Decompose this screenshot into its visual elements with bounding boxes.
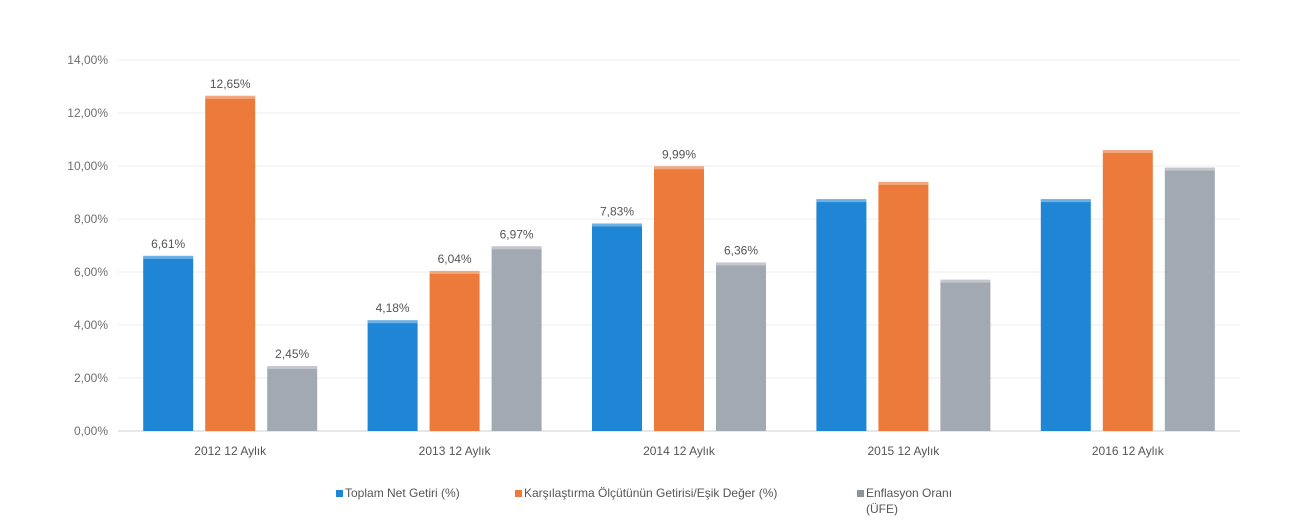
y-tick-label: 14,00% [67, 53, 108, 67]
bar-highlight [429, 270, 480, 274]
x-tick-label: 2015 12 Aylık [867, 444, 940, 458]
bar [1164, 167, 1215, 431]
data-label: 9,99% [662, 147, 696, 161]
bar-highlight [491, 246, 542, 250]
bar-highlight [1164, 167, 1215, 171]
bar-highlight [716, 262, 766, 266]
legend-swatch-series-3 [857, 490, 864, 497]
bar [816, 199, 867, 431]
data-label: 2,45% [275, 347, 309, 361]
bar [429, 270, 480, 431]
x-tick-label: 2012 12 Aylık [194, 444, 267, 458]
y-tick-label: 10,00% [67, 159, 108, 173]
bar-highlight [367, 320, 418, 324]
legend: Toplam Net Getiri (%) Karşılaştırma Ölçü… [336, 486, 952, 516]
y-tick-label: 0,00% [74, 424, 108, 438]
bar [716, 262, 766, 431]
bar-highlight [816, 199, 867, 203]
data-label: 4,18% [376, 301, 410, 315]
data-label: 12,65% [210, 77, 251, 91]
legend-label-series-3-line2: (ÜFE) [866, 502, 898, 516]
bar-highlight [654, 166, 704, 170]
y-tick-label: 4,00% [74, 318, 108, 332]
bar-highlight [143, 255, 194, 259]
x-tick-label: 2014 12 Aylık [643, 444, 716, 458]
bar-highlight [205, 95, 256, 99]
bar [267, 366, 318, 431]
bar [367, 320, 418, 431]
bar [592, 223, 642, 431]
bar-highlight [1040, 199, 1091, 203]
data-labels: 6,61% 12,65% 2,45% 4,18% 6,04% 6,97% 7,83% 9,99… [151, 77, 758, 361]
bar [878, 181, 929, 431]
bar-highlight [1102, 150, 1153, 154]
y-tick-label: 2,00% [74, 371, 108, 385]
bar-highlight [878, 181, 929, 185]
x-tick-label: 2016 12 Aylık [1092, 444, 1165, 458]
legend-swatch-series-2 [515, 490, 522, 497]
bar-highlight [267, 366, 318, 370]
x-axis: 2012 12 Aylık 2013 12 Aylık 2014 12 Aylık 2… [194, 444, 1164, 458]
bar-highlight [940, 279, 991, 283]
bar-highlight [592, 223, 642, 227]
x-tick-label: 2013 12 Aylık [419, 444, 492, 458]
y-tick-label: 8,00% [74, 212, 108, 226]
y-tick-label: 6,00% [74, 265, 108, 279]
bar [143, 255, 194, 431]
bar [491, 246, 542, 431]
bars [143, 95, 1215, 432]
data-label: 6,36% [724, 243, 758, 257]
bar [940, 279, 991, 431]
data-label: 6,97% [500, 227, 534, 241]
y-axis: 0,00% 2,00% 4,00% 6,00% 8,00% 10,00% 12,00% 14,… [67, 53, 108, 438]
legend-label-series-3: Enflasyon Oranı [866, 486, 952, 500]
y-tick-label: 12,00% [67, 106, 108, 120]
data-label: 6,04% [438, 252, 472, 266]
legend-label-series-2: Karşılaştırma Ölçütünün Getirisi/Eşik De… [524, 486, 777, 500]
legend-swatch-series-1 [336, 490, 343, 497]
bar [1040, 199, 1091, 431]
bar [654, 166, 704, 431]
bar [205, 95, 256, 432]
data-label: 6,61% [151, 237, 185, 251]
legend-label-series-1: Toplam Net Getiri (%) [345, 486, 460, 500]
bar [1102, 150, 1153, 431]
data-label: 7,83% [600, 205, 634, 219]
